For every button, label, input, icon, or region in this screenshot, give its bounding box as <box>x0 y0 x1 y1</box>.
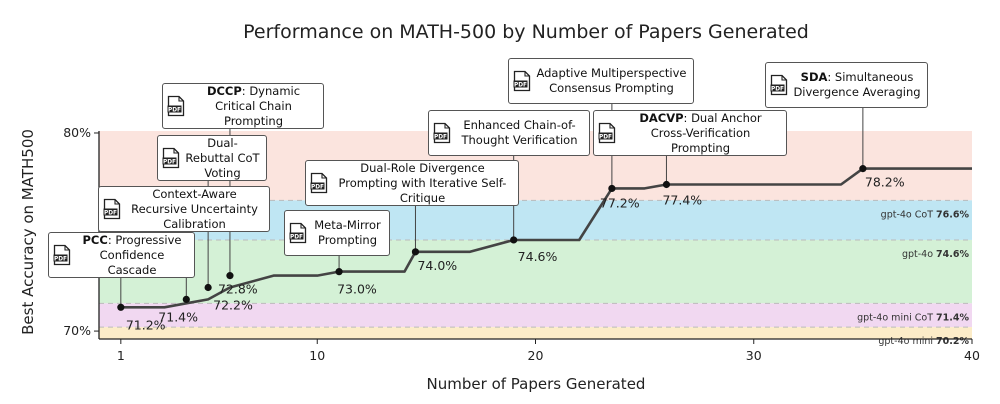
y-axis-label: Best Accuracy on MATH500 <box>19 129 37 335</box>
callout-text: Dual-Rebuttal CoT Voting <box>185 136 260 181</box>
x-tick-label: 10 <box>309 348 325 363</box>
callout-text: DACVP: Dual Anchor Cross-Verification Pr… <box>621 111 780 156</box>
paper-callout: PDF SDA: Simultaneous Divergence Averagin… <box>765 62 928 108</box>
data-point <box>204 283 212 292</box>
chart-title: Performance on MATH-500 by Number of Pap… <box>243 21 809 43</box>
data-point <box>335 268 343 276</box>
svg-text:PDF: PDF <box>771 86 784 92</box>
svg-text:PDF: PDF <box>168 107 181 113</box>
point-value-label: 72.2% <box>213 297 253 312</box>
callout-description: Dual-Rebuttal CoT Voting <box>185 135 260 180</box>
svg-text:PDF: PDF <box>163 159 176 165</box>
svg-text:PDF: PDF <box>434 134 447 140</box>
point-value-label: 71.4% <box>158 309 198 324</box>
svg-text:PDF: PDF <box>290 234 303 240</box>
data-point <box>182 295 190 303</box>
reference-label: gpt-4o mini 70.2% <box>878 336 969 347</box>
y-tick-label: 80% <box>63 125 91 140</box>
paper-callout: PDF DACVP: Dual Anchor Cross-Verification… <box>593 110 787 156</box>
paper-callout: PDF Meta-Mirror Prompting <box>284 210 390 256</box>
band-3 <box>99 327 972 339</box>
pdf-icon: PDF <box>167 95 185 117</box>
callout-text: DCCP: Dynamic Critical Chain Prompting <box>190 84 317 129</box>
data-point <box>859 165 867 173</box>
svg-text:PDF: PDF <box>54 256 67 262</box>
callout-description: : Progressive Confidence Cascade <box>99 232 182 277</box>
point-value-label: 74.0% <box>417 258 457 273</box>
callout-text: Dual-Role Divergence Prompting with Iter… <box>333 161 512 206</box>
band-1 <box>99 239 972 304</box>
point-value-label: 78.2% <box>865 175 905 190</box>
reference-label: gpt-4o CoT 76.6% <box>881 209 970 220</box>
svg-text:PDF: PDF <box>514 82 527 88</box>
point-value-label: 72.8% <box>218 282 258 297</box>
paper-callout: PDF DCCP: Dynamic Critical Chain Promptin… <box>162 83 324 129</box>
x-axis-label: Number of Papers Generated <box>427 375 646 393</box>
callout-description: Dual-Role Divergence Prompting with Iter… <box>338 160 507 205</box>
data-point <box>608 184 616 193</box>
callout-description: Context-Aware Recursive Uncertainty Cali… <box>131 186 258 231</box>
pdf-icon: PDF <box>513 70 531 92</box>
x-tick-label: 40 <box>964 348 980 363</box>
point-value-label: 71.2% <box>126 317 166 332</box>
point-value-label: 77.2% <box>600 195 640 210</box>
paper-callout: PDF Enhanced Chain-of-Thought Verificatio… <box>428 110 590 156</box>
x-tick-label: 30 <box>746 348 762 363</box>
pdf-icon: PDF <box>310 172 328 194</box>
x-tick-label: 1 <box>117 348 125 363</box>
pdf-icon: PDF <box>433 122 451 144</box>
data-point <box>117 303 125 311</box>
callout-description: Meta-Mirror Prompting <box>314 218 381 247</box>
callout-acronym: DCCP <box>206 83 242 98</box>
svg-text:PDF: PDF <box>104 210 117 216</box>
point-value-label: 73.0% <box>337 282 377 297</box>
pdf-icon: PDF <box>598 122 616 144</box>
callout-description: : Simultaneous Divergence Averaging <box>793 70 921 99</box>
callout-text: SDA: Simultaneous Divergence Averaging <box>793 70 921 100</box>
callout-text: PCC: Progressive Confidence Cascade <box>76 233 188 278</box>
reference-label: gpt-4o 74.6% <box>902 249 970 260</box>
reference-label: gpt-4o mini CoT 71.4% <box>857 312 969 323</box>
y-tick-label: 70% <box>63 323 91 338</box>
callout-text: Enhanced Chain-of-Thought Verification <box>456 118 583 148</box>
paper-callout: PDF PCC: Progressive Confidence Cascade <box>48 232 195 278</box>
data-point <box>411 248 420 256</box>
paper-callout: PDF Context-Aware Recursive Uncertainty C… <box>98 186 270 232</box>
callout-description: Adaptive Multiperspective Consensus Prom… <box>536 66 687 95</box>
data-points: 71.2%71.4% 72.2%72.8% 73.0% 74.0% 74.6% 77.2%… <box>117 165 905 332</box>
band-2 <box>99 303 972 328</box>
callout-acronym: PCC <box>82 232 108 247</box>
pdf-icon: PDF <box>103 198 121 220</box>
callout-text: Adaptive Multiperspective Consensus Prom… <box>536 66 687 96</box>
paper-callout: PDF Dual-Role Divergence Prompting with I… <box>305 160 519 206</box>
pdf-icon: PDF <box>289 222 307 244</box>
data-point <box>662 180 671 189</box>
svg-text:PDF: PDF <box>311 184 324 190</box>
data-point <box>510 236 518 244</box>
point-value-label: 74.6% <box>518 249 558 264</box>
axes: 1 10 20 30 40 70% 80% <box>63 125 980 363</box>
callout-text: Context-Aware Recursive Uncertainty Cali… <box>126 187 263 232</box>
data-point <box>226 272 234 280</box>
callout-description: : Dual Anchor Cross-Verification Prompti… <box>650 110 762 155</box>
point-value-label: 77.4% <box>662 192 702 207</box>
paper-callout: PDF Dual-Rebuttal CoT Voting <box>157 135 267 181</box>
pdf-icon: PDF <box>770 74 788 96</box>
x-tick-label: 20 <box>528 348 544 363</box>
pdf-icon: PDF <box>162 147 180 169</box>
callout-acronym: DACVP <box>639 110 684 125</box>
callout-description: : Dynamic Critical Chain Prompting <box>215 83 301 128</box>
callout-description: Enhanced Chain-of-Thought Verification <box>461 118 578 147</box>
svg-text:PDF: PDF <box>599 134 612 140</box>
callout-acronym: SDA <box>800 70 828 84</box>
pdf-icon: PDF <box>53 244 71 266</box>
callout-text: Meta-Mirror Prompting <box>312 218 383 248</box>
paper-callout: PDF Adaptive Multiperspective Consensus P… <box>508 58 694 104</box>
